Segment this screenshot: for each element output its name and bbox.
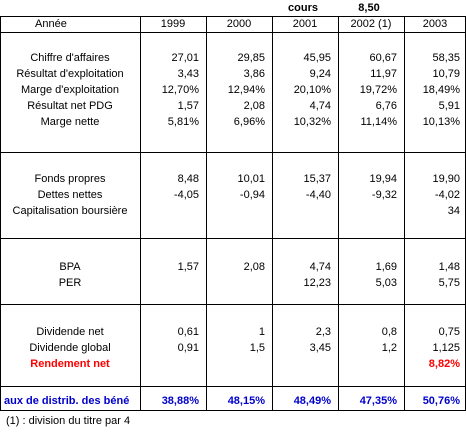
distribution-rate-label: aux de distrib. des béné <box>4 395 130 407</box>
header-year-label: Année <box>35 18 67 30</box>
section1-row-value: 10,13% <box>422 116 460 128</box>
section1-row-value: 3,43 <box>177 68 199 80</box>
section1-row-value: 2,08 <box>243 100 265 112</box>
section2-row-value: -4,40 <box>305 189 331 201</box>
grid-col-2003 <box>404 16 405 410</box>
section1-row-value: 58,35 <box>432 52 460 64</box>
section4-row-value: 0,75 <box>438 326 460 338</box>
section2-row-label: Dettes nettes <box>37 189 103 201</box>
header-year-1999: 1999 <box>160 18 186 30</box>
section2-row-value: -4,05 <box>173 189 199 201</box>
cours-value: 8,50 <box>358 2 380 14</box>
section1-row-label: Marge d'exploitation <box>20 84 120 96</box>
section3-row-label: BPA <box>59 261 81 273</box>
footnote: (1) : division du titre par 4 <box>6 415 131 427</box>
section1-row-label: Marge nette <box>40 116 100 128</box>
section4-row-label: Rendement net <box>30 358 110 370</box>
section1-row-value: 6,76 <box>375 100 397 112</box>
section2-row-value: 15,37 <box>303 173 331 185</box>
header-top-border <box>0 16 466 17</box>
grid-col-2001 <box>272 16 273 410</box>
distribution-rate-2000: 48,15% <box>227 395 265 407</box>
section1-row-value: 11,14% <box>360 116 398 128</box>
section4-row-label: Dividende global <box>29 342 111 354</box>
section2-row-label: Fonds propres <box>34 173 106 185</box>
section2-row-label: Capitalisation boursière <box>12 205 128 217</box>
section1-row-value: 60,67 <box>369 52 397 64</box>
section1-row-label: Résultat net PDG <box>27 100 113 112</box>
section2-row-value: -0,94 <box>239 189 265 201</box>
section1-row-value: 10,79 <box>432 68 460 80</box>
section-per-share-bottom-border <box>0 304 466 305</box>
distribution-rate-2002: 47,35% <box>359 395 397 407</box>
section1-row-label: Résultat d'exploitation <box>16 68 124 80</box>
section4-row-label: Dividende net <box>36 326 104 338</box>
section1-row-value: 5,91 <box>438 100 460 112</box>
section1-row-value: 19,72% <box>359 84 397 96</box>
section4-row-value: 0,61 <box>177 326 199 338</box>
section1-row-value: 12,94% <box>227 84 265 96</box>
section1-row-value: 4,74 <box>309 100 331 112</box>
section2-row-value: -9,32 <box>371 189 397 201</box>
section4-row-value: 0,8 <box>381 326 397 338</box>
section3-row-value: 1,57 <box>177 261 199 273</box>
grid-col-2002 <box>338 16 339 410</box>
section4-row-value: 3,45 <box>309 342 331 354</box>
distribution-rate-2003: 50,76% <box>422 395 460 407</box>
section1-row-value: 1,57 <box>177 100 199 112</box>
section1-row-value: 9,24 <box>309 68 331 80</box>
section1-row-value: 6,96% <box>233 116 265 128</box>
section4-row-value: 1,5 <box>249 342 265 354</box>
section1-row-value: 27,01 <box>171 52 199 64</box>
section3-row-value: 1,69 <box>375 261 397 273</box>
section3-row-value: 5,75 <box>438 277 460 289</box>
section1-row-label: Chiffre d'affaires <box>30 52 110 64</box>
section2-row-value: 10,01 <box>237 173 265 185</box>
header-year-2003: 2003 <box>422 18 448 30</box>
section3-row-value: 4,74 <box>309 261 331 273</box>
section2-row-value: 19,90 <box>432 173 460 185</box>
section1-row-value: 10,32% <box>293 116 331 128</box>
section4-row-value: 1,125 <box>432 342 460 354</box>
section3-row-label: PER <box>58 277 82 289</box>
section4-row-value: 1,2 <box>381 342 397 354</box>
section1-row-value: 11,97 <box>370 68 397 80</box>
section3-row-value: 12,23 <box>303 277 331 289</box>
section2-row-value: -4,02 <box>434 189 460 201</box>
header-bottom-border <box>0 32 466 33</box>
section4-row-value: 1 <box>258 326 265 338</box>
section-income-bottom-border <box>0 152 466 153</box>
section1-row-value: 3,86 <box>243 68 265 80</box>
grid-col-1999 <box>140 16 141 410</box>
section4-row-value: 2,3 <box>315 326 331 338</box>
section3-row-value: 2,08 <box>243 261 265 273</box>
header-year-2002: 2002 (1) <box>350 18 392 30</box>
header-year-2000: 2000 <box>226 18 252 30</box>
cours-label: cours <box>288 2 318 14</box>
distribution-rate-1999: 38,88% <box>161 395 199 407</box>
section-balance-bottom-border <box>0 238 466 239</box>
section2-row-value: 8,48 <box>177 173 199 185</box>
section4-row-value: 8,82% <box>428 358 460 370</box>
grid-col-2000 <box>206 16 207 410</box>
header-year-2001: 2001 <box>292 18 318 30</box>
section1-row-value: 20,10% <box>293 84 331 96</box>
section3-row-value: 5,03 <box>375 277 397 289</box>
section2-row-value: 19,94 <box>369 173 397 185</box>
section1-row-value: 12,70% <box>161 84 199 96</box>
section1-row-value: 29,85 <box>237 52 265 64</box>
section3-row-value: 1,48 <box>438 261 460 273</box>
grid-left-border <box>0 16 1 410</box>
section1-row-value: 45,95 <box>303 52 331 64</box>
section-dividend-bottom-border <box>0 386 466 387</box>
section4-row-value: 0,91 <box>177 342 199 354</box>
distribution-bottom-border <box>0 410 466 411</box>
section1-row-value: 18,49% <box>422 84 460 96</box>
section1-row-value: 5,81% <box>167 116 199 128</box>
distribution-rate-2001: 48,49% <box>293 395 331 407</box>
section2-row-value: 34 <box>447 205 460 217</box>
